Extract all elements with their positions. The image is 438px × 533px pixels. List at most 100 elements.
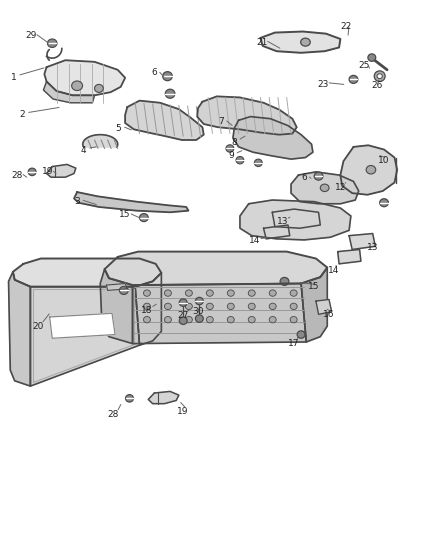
Text: 14: 14 [328,266,339,275]
Polygon shape [133,284,306,344]
Text: 17: 17 [288,339,300,348]
Ellipse shape [185,303,192,310]
Ellipse shape [179,317,187,325]
Ellipse shape [227,290,234,296]
Ellipse shape [349,75,358,83]
Text: 15: 15 [120,211,131,220]
Ellipse shape [165,89,175,98]
Text: 28: 28 [108,410,119,419]
Polygon shape [9,272,30,386]
Ellipse shape [144,303,150,310]
Text: 3: 3 [74,197,80,206]
Polygon shape [30,287,140,386]
Text: 19: 19 [42,167,53,176]
Polygon shape [291,172,359,204]
Ellipse shape [144,317,150,323]
Polygon shape [135,273,161,345]
Text: 13: 13 [367,244,378,253]
Polygon shape [338,249,361,264]
Text: 30: 30 [192,307,204,316]
Polygon shape [106,284,127,290]
Ellipse shape [140,214,148,222]
Ellipse shape [269,303,276,310]
Ellipse shape [280,277,289,285]
Text: 2: 2 [20,110,25,119]
Ellipse shape [164,290,171,296]
Ellipse shape [227,317,234,323]
Text: 18: 18 [141,305,153,314]
Text: 13: 13 [276,217,288,226]
Polygon shape [13,259,161,287]
Text: 8: 8 [231,138,237,147]
Ellipse shape [162,71,172,80]
Text: 7: 7 [218,117,224,126]
Text: 6: 6 [152,68,157,77]
Polygon shape [349,233,375,249]
Text: 29: 29 [25,31,37,40]
Ellipse shape [179,299,187,306]
Ellipse shape [248,317,255,323]
Ellipse shape [380,199,389,207]
Ellipse shape [300,38,310,46]
Ellipse shape [206,317,213,323]
Ellipse shape [314,172,323,180]
Ellipse shape [120,286,128,294]
Ellipse shape [206,290,213,296]
Text: 10: 10 [378,156,390,165]
Ellipse shape [47,39,57,47]
Polygon shape [240,200,351,240]
Polygon shape [272,209,320,228]
Ellipse shape [144,290,150,296]
Ellipse shape [126,394,134,402]
Polygon shape [74,192,188,212]
Polygon shape [261,31,340,53]
Ellipse shape [72,81,82,91]
Polygon shape [125,101,204,140]
Ellipse shape [185,317,192,323]
Ellipse shape [297,331,305,338]
Text: 9: 9 [228,151,234,160]
Ellipse shape [269,290,276,296]
Ellipse shape [320,184,329,191]
Polygon shape [44,60,125,95]
Polygon shape [148,391,179,403]
Text: 21: 21 [256,38,268,47]
Text: 25: 25 [358,61,370,70]
Polygon shape [301,268,327,342]
Text: 26: 26 [371,81,383,90]
Text: 15: 15 [308,282,320,291]
Text: 27: 27 [177,311,189,320]
Ellipse shape [227,303,234,310]
Ellipse shape [254,159,262,166]
Ellipse shape [366,165,376,174]
Ellipse shape [195,315,203,322]
Polygon shape [49,313,115,338]
Polygon shape [83,135,118,147]
Ellipse shape [164,303,171,310]
Ellipse shape [290,303,297,310]
Polygon shape [100,269,133,344]
Polygon shape [340,146,397,195]
Ellipse shape [248,290,255,296]
Polygon shape [233,117,313,159]
Text: 5: 5 [116,124,121,133]
Ellipse shape [185,290,192,296]
Polygon shape [316,300,332,314]
Polygon shape [46,165,76,177]
Text: 23: 23 [317,80,328,89]
Ellipse shape [248,303,255,310]
Ellipse shape [206,303,213,310]
Text: 19: 19 [177,407,189,416]
Ellipse shape [368,54,376,61]
Text: 20: 20 [32,321,43,330]
Ellipse shape [374,71,385,82]
Text: 14: 14 [249,237,261,246]
Ellipse shape [290,290,297,296]
Ellipse shape [226,145,234,152]
Polygon shape [197,96,297,135]
Ellipse shape [377,74,382,78]
Ellipse shape [290,317,297,323]
Text: 12: 12 [335,183,346,192]
Polygon shape [43,82,95,103]
Ellipse shape [28,168,36,175]
